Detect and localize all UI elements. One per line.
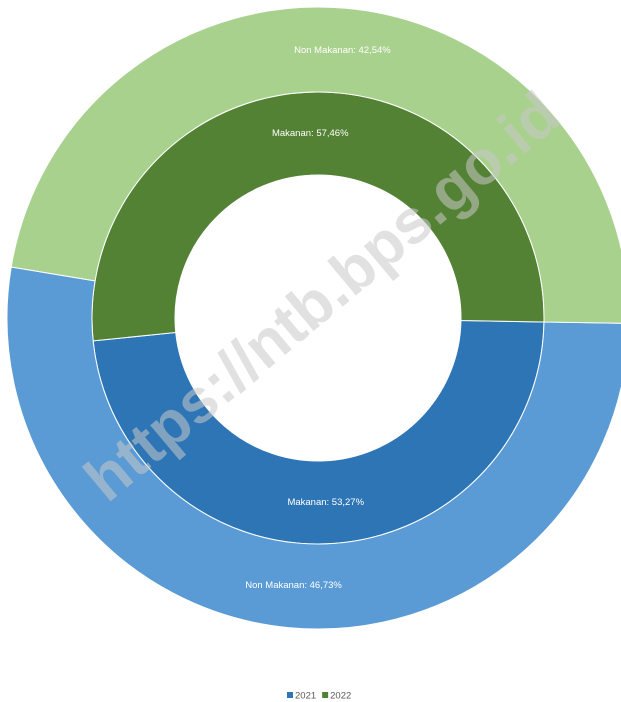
data-label: Makanan: 53,27% [287,497,364,508]
legend-label: 2022 [330,691,351,702]
data-labels: Makanan: 53,27% Makanan: 57,46% Non Makana… [245,45,391,591]
doughnut [6,6,621,630]
data-label: Non Makanan: 46,73% [245,580,342,591]
legend: 2021 2022 [287,691,351,702]
legend-swatch [287,692,293,698]
data-label: Makanan: 57,46% [272,128,349,139]
legend-label: 2021 [295,691,316,702]
legend-swatch [322,692,329,698]
segment [6,266,621,630]
data-label: Non Makanan: 42,54% [294,45,391,56]
segment [10,6,621,324]
